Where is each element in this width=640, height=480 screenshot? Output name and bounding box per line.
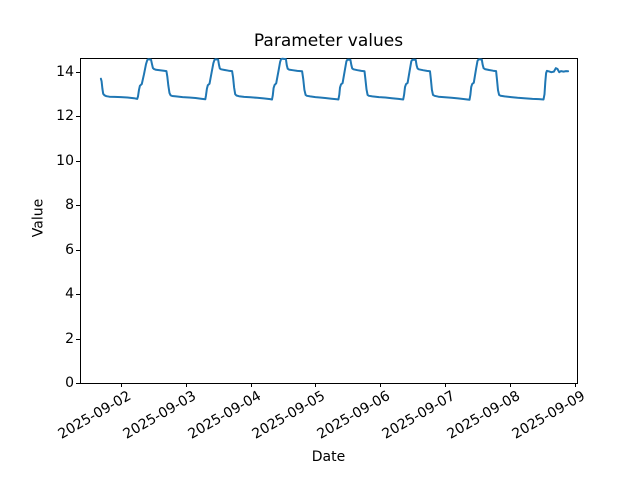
y-tick-label: 2 — [65, 331, 74, 347]
y-tick-label: 8 — [65, 197, 74, 213]
y-tick-label: 10 — [56, 153, 74, 169]
axes-frame — [80, 58, 578, 384]
y-tick-label: 0 — [65, 375, 74, 391]
y-tick-label: 12 — [56, 108, 74, 124]
chart-title: Parameter values — [253, 31, 404, 51]
y-tick-label: 14 — [56, 64, 74, 80]
data-series-line — [99, 57, 570, 101]
y-tick-label: 6 — [65, 242, 74, 258]
x-axis-label: Date — [311, 449, 346, 465]
y-tick-label: 4 — [65, 286, 74, 302]
